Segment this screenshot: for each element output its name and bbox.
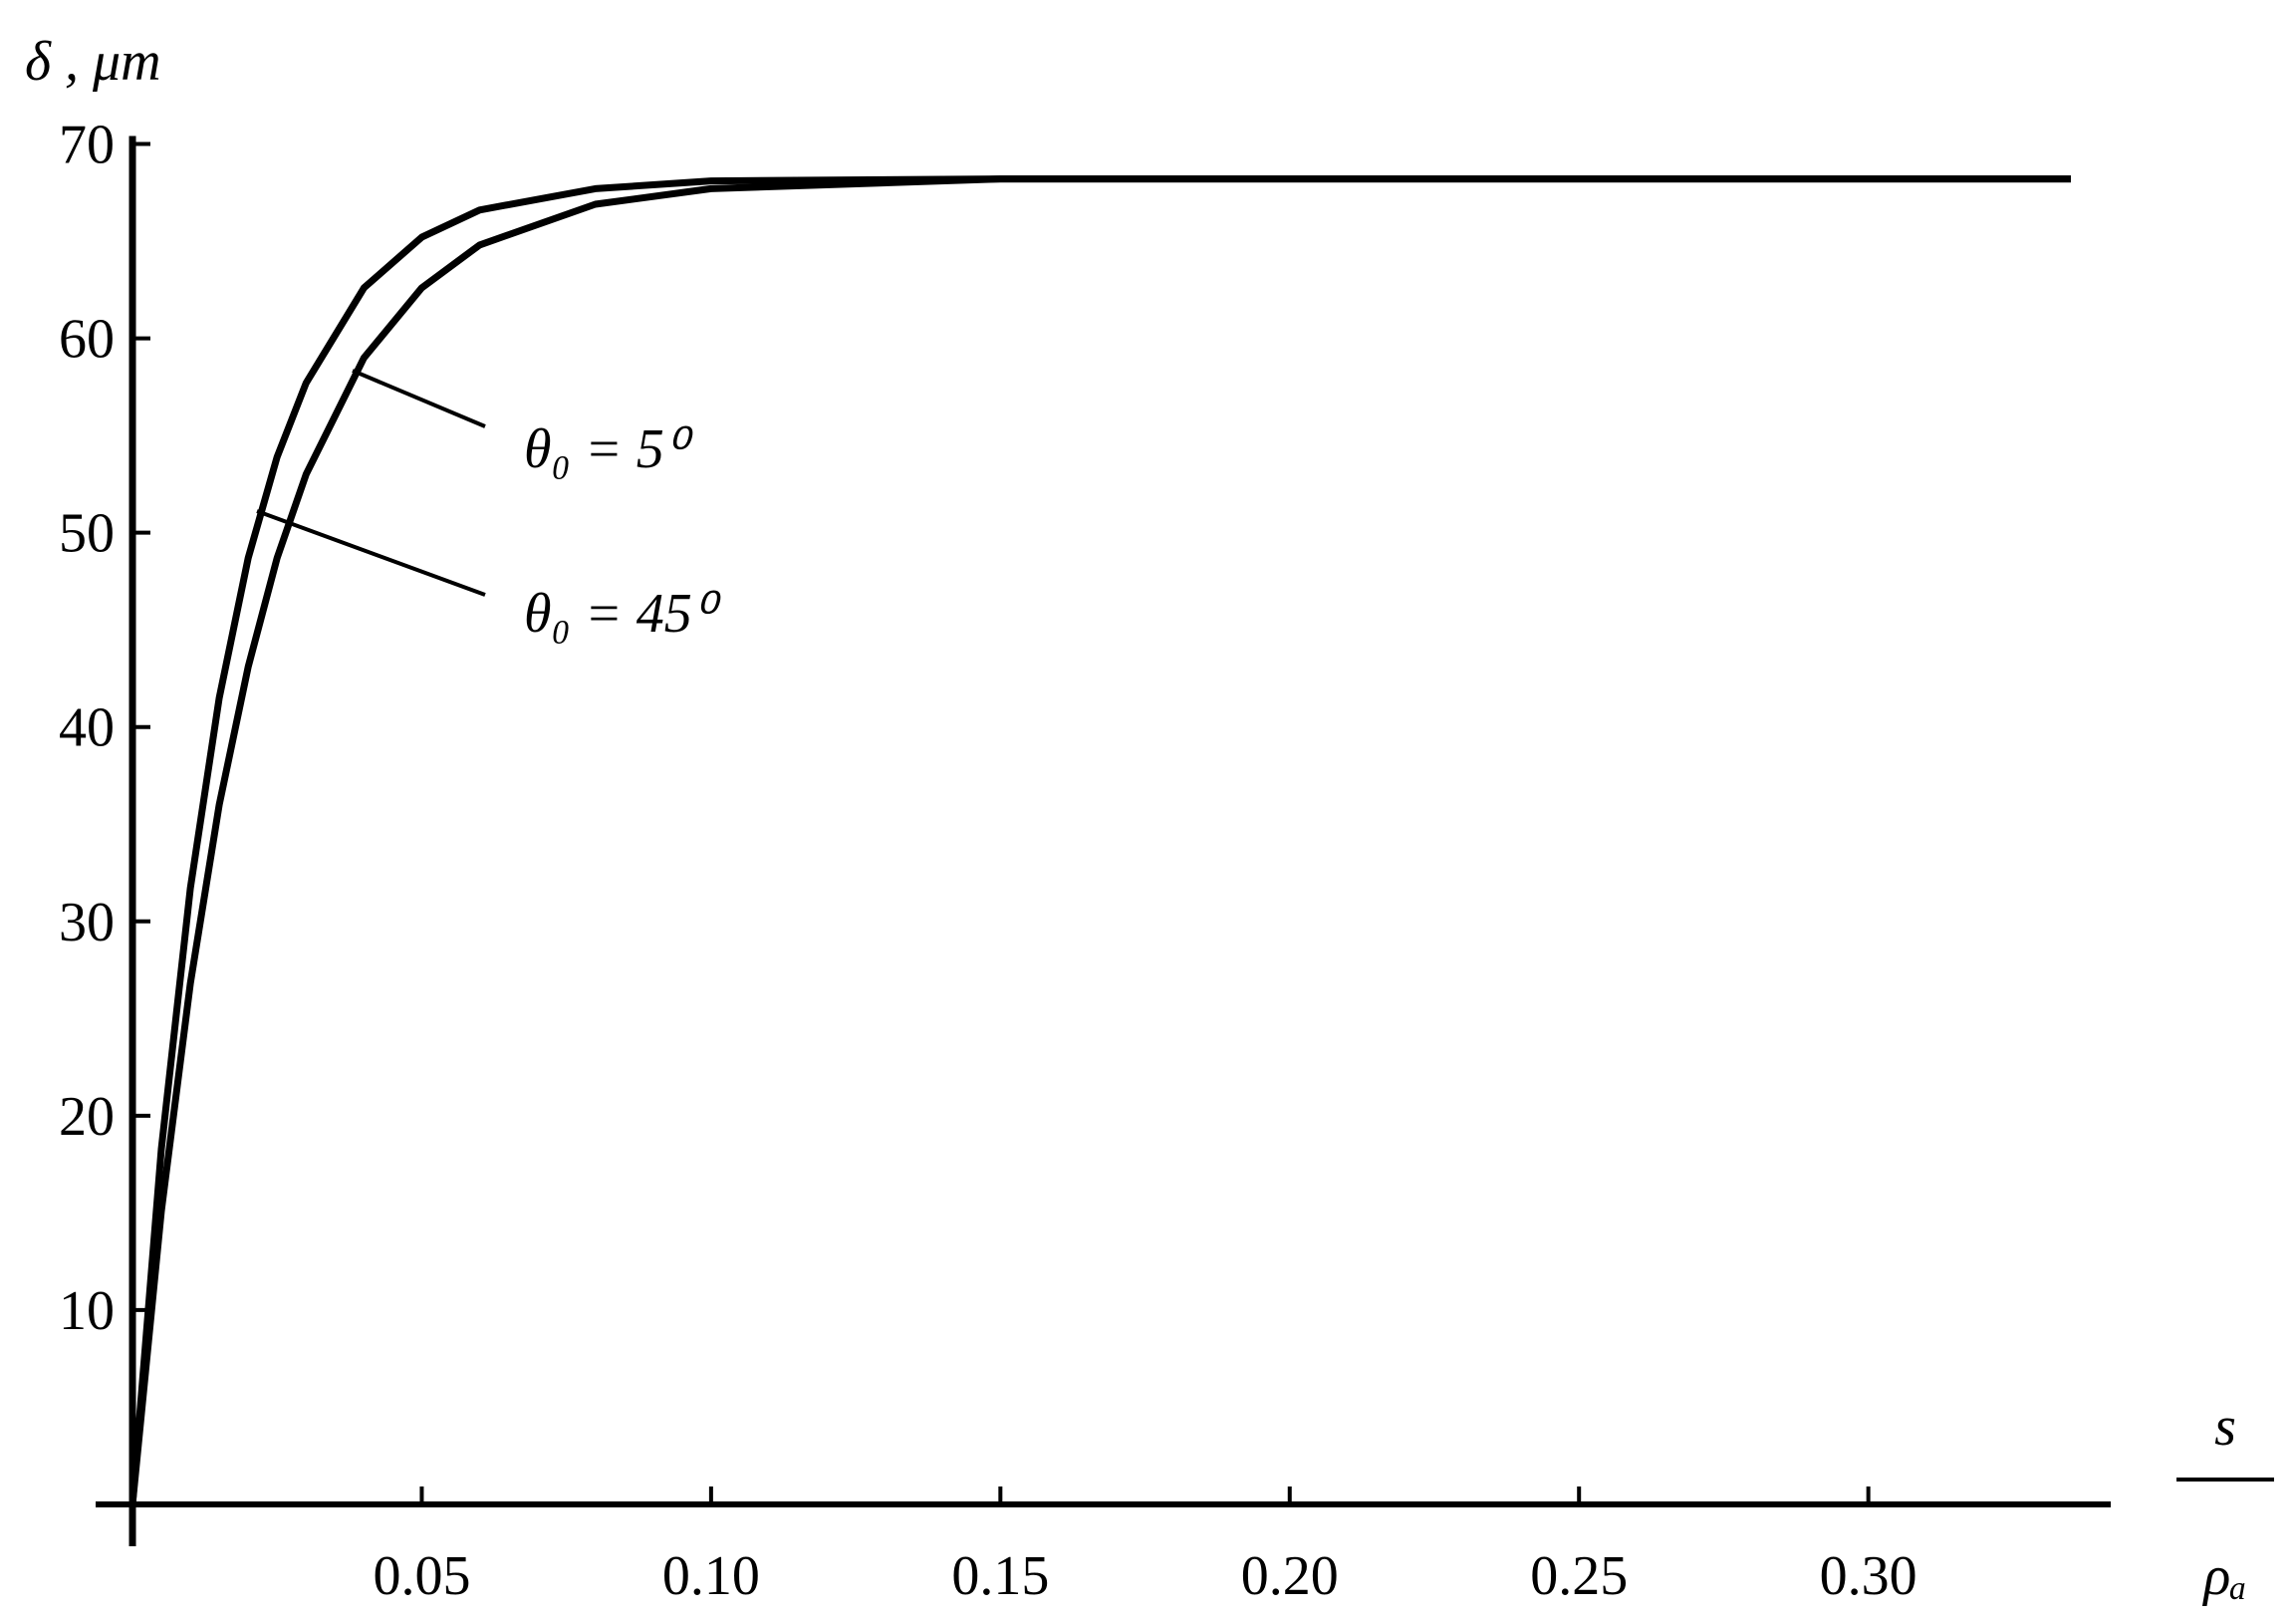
x-tick-label: 0.05 bbox=[373, 1545, 470, 1607]
leader-line bbox=[256, 509, 486, 597]
y-tick-label: 40 bbox=[59, 697, 115, 759]
y-tick-label: 50 bbox=[59, 503, 115, 565]
x-tick-label: 0.30 bbox=[1820, 1545, 1917, 1607]
x-tick-label: 0.25 bbox=[1530, 1545, 1628, 1607]
y-tick-label: 10 bbox=[59, 1280, 115, 1342]
y-tick-label: 20 bbox=[59, 1086, 115, 1148]
line-series bbox=[128, 175, 2071, 1505]
y-tick-label: 30 bbox=[59, 892, 115, 953]
y-axis-label: δ , μm bbox=[25, 31, 161, 93]
y-tick-label: 70 bbox=[59, 115, 115, 176]
curve-label: θ₀ = 5⁰ bbox=[524, 418, 694, 480]
curve-label: θ₀ = 45⁰ bbox=[524, 583, 722, 645]
x-axis-label-numerator: s bbox=[2214, 1396, 2236, 1458]
leader-line bbox=[352, 369, 486, 428]
x-tick-label: 0.20 bbox=[1241, 1545, 1339, 1607]
x-tick-label: 0.10 bbox=[662, 1545, 760, 1607]
y-tick-label: 60 bbox=[59, 309, 115, 371]
line-series bbox=[128, 175, 2071, 1505]
x-axis-label-denominator: ρₐ bbox=[2201, 1545, 2246, 1607]
x-tick-label: 0.15 bbox=[951, 1545, 1049, 1607]
